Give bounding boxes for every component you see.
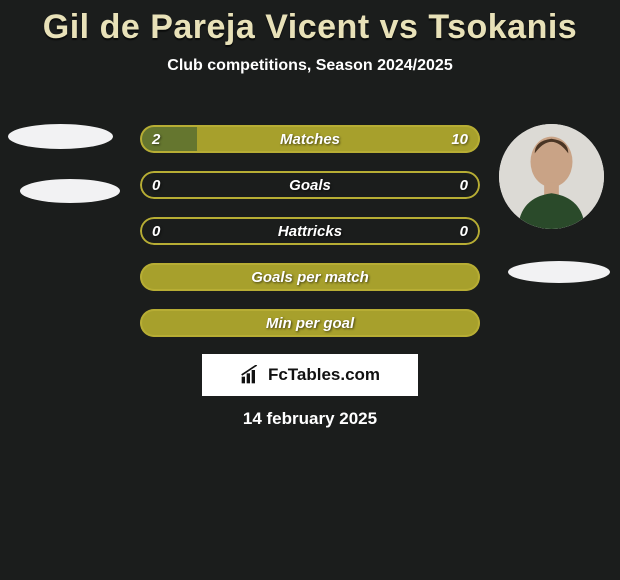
right-player-avatar (499, 124, 604, 229)
stat-label: Goals (140, 171, 480, 199)
right-name-placeholder (508, 261, 610, 283)
site-watermark: FcTables.com (202, 354, 418, 396)
stat-left-value: 0 (152, 217, 160, 245)
left-avatar-placeholder-2 (20, 179, 120, 203)
stat-label: Hattricks (140, 217, 480, 245)
page-subtitle: Club competitions, Season 2024/2025 (0, 57, 620, 75)
left-avatar-placeholder-1 (8, 124, 113, 149)
watermark-text: FcTables.com (268, 365, 380, 385)
stat-left-value: 0 (152, 171, 160, 199)
page-title: Gil de Pareja Vicent vs Tsokanis (0, 0, 620, 47)
footer-date: 14 february 2025 (0, 409, 620, 429)
stat-bar-goals-per-match: Goals per match (140, 263, 480, 291)
stat-bar-goals: 0 0Goals (140, 171, 480, 199)
stat-right-value: 0 (460, 217, 468, 245)
stat-right-value: 0 (460, 171, 468, 199)
player-photo-icon (499, 124, 604, 229)
stat-bars-container: 210Matches00Goals00HattricksGoals per ma… (140, 125, 480, 355)
bars-chart-icon (240, 365, 260, 385)
stat-bar-min-per-goal: Min per goal (140, 309, 480, 337)
stat-bar-hattricks: 0 0Hattricks (140, 217, 480, 245)
stat-bar-matches: 210Matches (140, 125, 480, 153)
